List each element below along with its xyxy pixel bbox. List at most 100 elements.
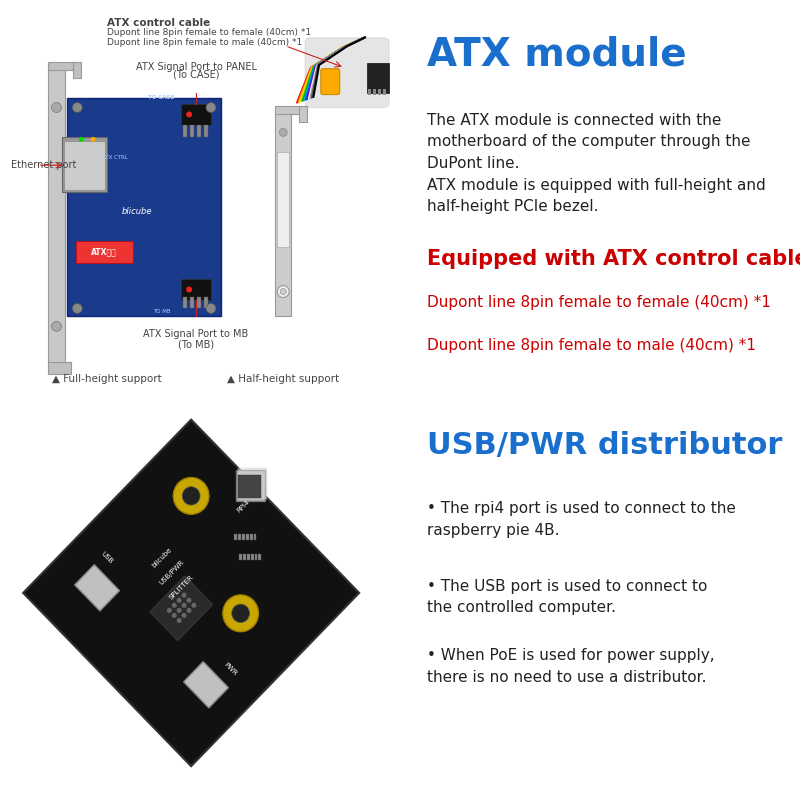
Text: ATX Signal Port to PANEL: ATX Signal Port to PANEL [135,62,257,72]
Bar [250,554,254,560]
Circle shape [72,303,82,314]
FancyBboxPatch shape [383,89,386,94]
Text: Dupont line 8pin female to male (40cm) *1: Dupont line 8pin female to male (40cm) *… [107,38,302,47]
Circle shape [78,137,84,142]
Polygon shape [238,468,267,499]
FancyBboxPatch shape [275,113,291,317]
Circle shape [177,608,182,613]
Bar [238,534,241,540]
Circle shape [177,618,182,623]
FancyBboxPatch shape [204,126,208,138]
Text: Ethernet port: Ethernet port [11,160,76,170]
Bar [254,554,258,560]
Bar [258,554,262,560]
Circle shape [182,602,186,608]
FancyBboxPatch shape [368,89,371,94]
Polygon shape [23,420,359,766]
Circle shape [72,102,82,113]
Bar [250,534,253,540]
Bar [246,554,250,560]
Text: USB: USB [100,550,114,564]
Polygon shape [183,662,229,708]
FancyBboxPatch shape [305,38,389,107]
FancyBboxPatch shape [275,106,303,114]
Circle shape [51,322,62,331]
Text: ▲ Half-height support: ▲ Half-height support [227,374,339,384]
Text: • The USB port is used to connect to
the controlled computer.: • The USB port is used to connect to the… [427,578,708,615]
Text: • The rpi4 port is used to connect to the
raspberry pie 4B.: • The rpi4 port is used to connect to th… [427,501,736,538]
Text: The ATX module is connected with the
motherboard of the computer through the
DuP: The ATX module is connected with the mot… [427,113,766,214]
Text: PWR: PWR [223,662,238,677]
FancyBboxPatch shape [190,297,194,309]
FancyBboxPatch shape [48,362,71,374]
Text: blicube: blicube [150,546,173,568]
Text: ATX Signal Port to MB: ATX Signal Port to MB [143,330,249,339]
Circle shape [223,595,258,632]
Circle shape [278,286,289,298]
Circle shape [90,137,96,142]
Circle shape [182,593,186,598]
FancyBboxPatch shape [62,138,107,192]
Text: TO MB: TO MB [153,310,170,314]
Circle shape [182,486,200,505]
Text: blicube: blicube [122,207,152,217]
FancyBboxPatch shape [182,103,211,126]
Text: ATX模块: ATX模块 [91,247,117,256]
Bar [234,534,237,540]
Polygon shape [236,470,266,501]
FancyBboxPatch shape [182,278,211,301]
Text: TO CASE: TO CASE [148,94,174,99]
FancyBboxPatch shape [48,62,78,70]
Polygon shape [74,565,119,611]
FancyBboxPatch shape [65,142,105,190]
Bar [242,534,245,540]
FancyBboxPatch shape [299,106,307,122]
Circle shape [206,102,216,113]
Circle shape [191,602,196,608]
FancyBboxPatch shape [374,89,376,94]
Text: Dupont line 8pin female to male (40cm) *1: Dupont line 8pin female to male (40cm) *… [427,338,756,353]
Circle shape [232,604,250,622]
Text: Dupont line 8pin female to female (40cm) *1: Dupont line 8pin female to female (40cm)… [107,28,311,38]
Circle shape [174,478,209,514]
Circle shape [51,102,62,113]
Bar [242,554,246,560]
Text: ATX control cable: ATX control cable [107,18,210,28]
FancyBboxPatch shape [183,126,187,138]
Circle shape [280,289,286,294]
FancyBboxPatch shape [204,297,208,309]
Text: (To MB): (To MB) [178,339,214,350]
FancyBboxPatch shape [378,89,382,94]
FancyBboxPatch shape [183,297,187,309]
Text: • When PoE is used for power supply,
there is no need to use a distributor.: • When PoE is used for power supply, the… [427,649,715,685]
Circle shape [182,613,186,618]
Circle shape [206,303,216,314]
Text: Equipped with ATX control cable: Equipped with ATX control cable [427,249,800,269]
FancyBboxPatch shape [76,241,133,262]
Circle shape [186,111,192,118]
Text: ATX CTRL: ATX CTRL [102,154,128,160]
FancyBboxPatch shape [278,152,289,246]
Circle shape [172,613,177,618]
Circle shape [186,608,191,613]
FancyBboxPatch shape [197,126,201,138]
FancyBboxPatch shape [67,98,221,317]
Circle shape [177,598,182,603]
FancyBboxPatch shape [74,62,82,78]
FancyBboxPatch shape [48,68,66,366]
Bar [238,554,242,560]
Polygon shape [150,576,213,641]
Text: USB/PWR distributor: USB/PWR distributor [427,431,782,460]
Text: USB/PWR: USB/PWR [158,559,185,586]
Circle shape [186,286,192,293]
Circle shape [279,128,287,136]
Text: SPLITTER: SPLITTER [168,574,194,601]
Circle shape [167,608,172,613]
FancyBboxPatch shape [197,297,201,309]
Bar [254,534,257,540]
Text: ATX module: ATX module [427,35,687,73]
FancyBboxPatch shape [190,126,194,138]
Circle shape [186,598,191,603]
Circle shape [172,602,177,608]
Text: RPI4: RPI4 [236,498,251,514]
